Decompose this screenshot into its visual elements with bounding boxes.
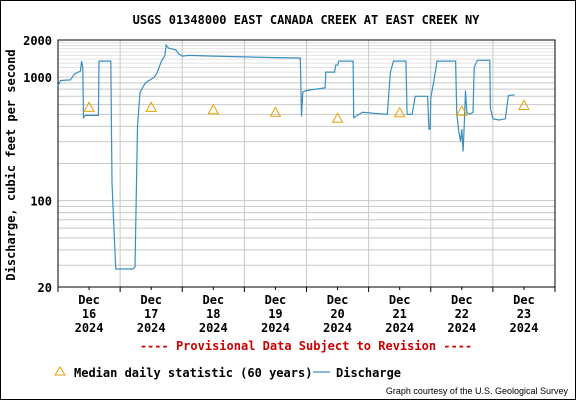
legend-median-marker (54, 366, 66, 376)
x-tick-label: Dec 21 2024 (385, 293, 414, 335)
median-marker (83, 101, 95, 112)
median-marker (207, 103, 220, 115)
median-marker (393, 106, 406, 118)
grid-layer (57, 39, 556, 292)
y-tick-labels: 2000 1000 100 20 (23, 34, 52, 295)
graph-credit: Graph courtesy of the U.S. Geological Su… (386, 386, 569, 396)
x-tick-label: Dec 18 2024 (199, 293, 228, 335)
y-tick-label: 2000 (23, 34, 52, 48)
x-tick-label: Dec 19 2024 (261, 293, 290, 335)
x-tick-label: Dec 17 2024 (137, 293, 166, 335)
x-tick-label: Dec 23 2024 (509, 293, 538, 335)
median-marker (145, 101, 158, 112)
y-tick-label: 20 (38, 281, 52, 295)
median-marker (269, 106, 282, 117)
plot-border (57, 39, 556, 288)
series-discharge-line (57, 43, 515, 270)
median-marker (518, 99, 530, 110)
x-tick-label: Dec 20 2024 (323, 293, 352, 335)
legend-median-label: Median daily statistic (60 years) (74, 366, 312, 380)
median-layer (83, 99, 530, 123)
median-marker (455, 105, 468, 116)
x-tick-label: Dec 16 2024 (75, 293, 104, 335)
legend: Median daily statistic (60 years) Discha… (54, 366, 401, 380)
legend-discharge-label: Discharge (336, 366, 401, 380)
y-axis-label: Discharge, cubic feet per second (4, 49, 18, 280)
provisional-data-notice: ---- Provisional Data Subject to Revisio… (140, 339, 472, 353)
y-tick-label: 1000 (23, 71, 52, 85)
series-layer (57, 43, 515, 270)
y-tick-label: 100 (30, 195, 52, 209)
chart-title: USGS 01348000 EAST CANADA CREEK AT EAST … (133, 13, 481, 27)
x-tick-labels: Dec 16 2024 Dec 17 2024 Dec 18 2024 Dec 19 2024 Dec 2… (75, 293, 539, 335)
median-marker (331, 112, 344, 123)
x-tick-label: Dec 22 2024 (447, 293, 476, 335)
